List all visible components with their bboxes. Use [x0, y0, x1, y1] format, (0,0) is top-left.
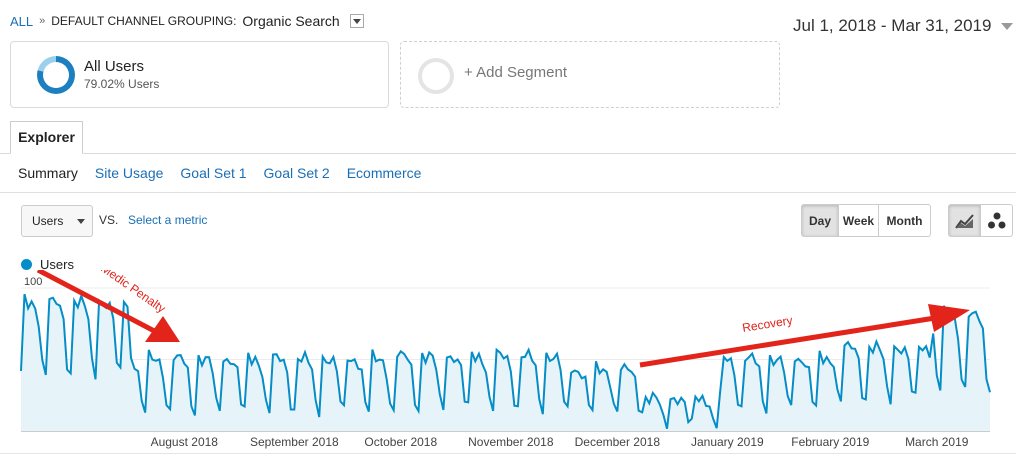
- month-button[interactable]: Month: [878, 204, 931, 237]
- line-chart-button[interactable]: [948, 204, 981, 237]
- x-tick-label: November 2018: [468, 435, 554, 449]
- breadcrumb-dropdown-button[interactable]: [349, 14, 364, 28]
- metric-dropdown[interactable]: Users: [21, 205, 93, 237]
- motion-chart-button[interactable]: [980, 204, 1013, 237]
- subnav-divider: [0, 192, 1016, 193]
- arrow-head-icon: [928, 304, 970, 332]
- line-chart-icon: [954, 213, 974, 229]
- vs-label: VS.: [99, 213, 119, 227]
- chart-legend: Users: [21, 257, 74, 272]
- bottom-divider: [0, 453, 1016, 454]
- breadcrumb-all-link[interactable]: ALL: [10, 13, 34, 29]
- week-button[interactable]: Week: [838, 204, 879, 237]
- tab-explorer[interactable]: Explorer: [10, 121, 83, 154]
- recovery-arrow-line: [639, 315, 936, 368]
- tab-bar-divider: [0, 153, 1016, 154]
- day-button[interactable]: Day: [801, 204, 839, 237]
- breadcrumb: ALL » DEFAULT CHANNEL GROUPING: Organic …: [10, 13, 364, 29]
- select-metric-link[interactable]: Select a metric: [128, 213, 208, 227]
- motion-chart-icon: [987, 212, 1005, 228]
- chevron-down-icon: [352, 18, 361, 24]
- explorer-subnav: Summary Site Usage Goal Set 1 Goal Set 2…: [18, 165, 421, 181]
- x-tick-label: March 2019: [905, 435, 969, 449]
- medic-penalty-arrow-line: [36, 270, 162, 337]
- users-series-line: [20, 292, 991, 429]
- legend-dot-users: [21, 259, 32, 270]
- arrow-head-icon: [145, 316, 180, 342]
- chart-type-toggle: [948, 204, 1013, 237]
- annotation-recovery: Recovery: [741, 313, 793, 335]
- chevron-down-icon: [1001, 22, 1014, 30]
- breadcrumb-dimension: DEFAULT CHANNEL GROUPING:: [51, 14, 237, 28]
- segment-donut-icon: [37, 56, 75, 94]
- empty-segment-ring-icon: [418, 58, 454, 94]
- subnav-summary[interactable]: Summary: [18, 165, 78, 181]
- legend-label-users: Users: [40, 257, 74, 272]
- metric-dropdown-label: Users: [32, 214, 64, 228]
- x-tick-label: January 2019: [691, 435, 764, 449]
- add-segment-label: + Add Segment: [464, 64, 567, 81]
- subnav-site-usage[interactable]: Site Usage: [94, 165, 164, 181]
- x-tick-label: August 2018: [151, 435, 219, 449]
- chevron-down-icon: [77, 218, 86, 224]
- subnav-ecommerce[interactable]: Ecommerce: [346, 165, 422, 181]
- breadcrumb-value: Organic Search: [242, 13, 340, 29]
- date-range-picker[interactable]: Jul 1, 2018 - Mar 31, 2019: [793, 16, 1014, 36]
- x-tick-label: September 2018: [250, 435, 339, 449]
- segment-all-users[interactable]: All Users 79.02% Users: [10, 41, 389, 108]
- subnav-goal-set-2[interactable]: Goal Set 2: [263, 165, 330, 181]
- segment-subtitle: 79.02% Users: [84, 77, 160, 91]
- date-range-label: Jul 1, 2018 - Mar 31, 2019: [793, 16, 992, 35]
- y-tick-label: 100: [24, 276, 42, 288]
- subnav-goal-set-1[interactable]: Goal Set 1: [180, 165, 247, 181]
- breadcrumb-separator: »: [39, 15, 46, 27]
- x-tick-label: December 2018: [575, 435, 661, 449]
- x-tick-label: October 2018: [364, 435, 437, 449]
- granularity-toggle: Day Week Month: [801, 204, 931, 237]
- segment-title: All Users: [84, 58, 145, 75]
- x-tick-label: February 2019: [791, 435, 869, 449]
- add-segment-button[interactable]: + Add Segment: [400, 41, 780, 108]
- users-series-area: [21, 294, 990, 431]
